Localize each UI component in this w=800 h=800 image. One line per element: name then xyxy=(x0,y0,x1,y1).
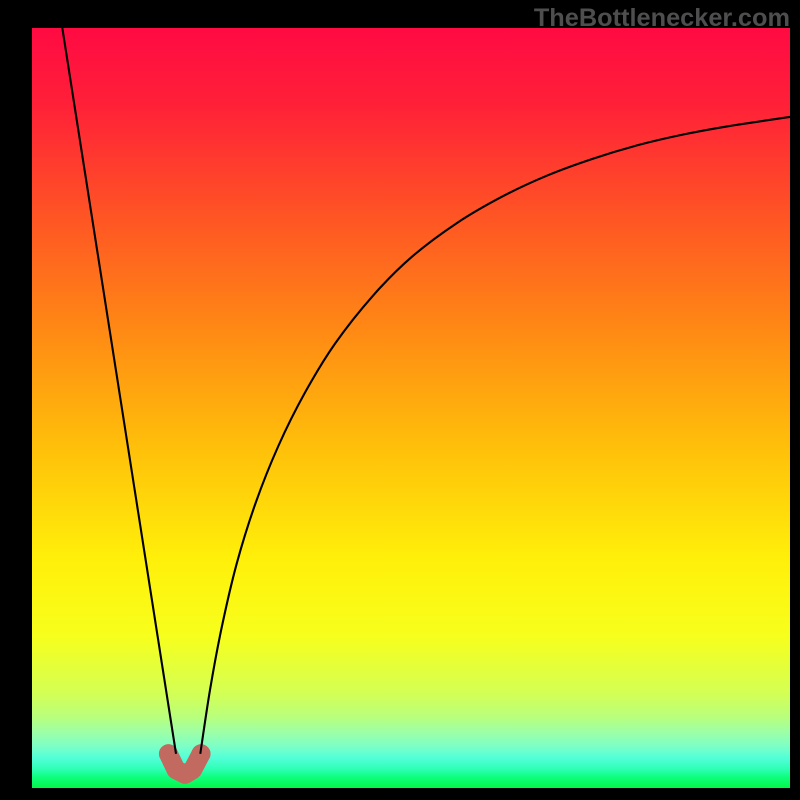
plot-area xyxy=(32,28,790,788)
watermark-text: TheBottlenecker.com xyxy=(534,4,790,33)
curve-left xyxy=(62,28,176,754)
curve-right xyxy=(200,117,790,754)
curves-layer xyxy=(32,28,790,788)
